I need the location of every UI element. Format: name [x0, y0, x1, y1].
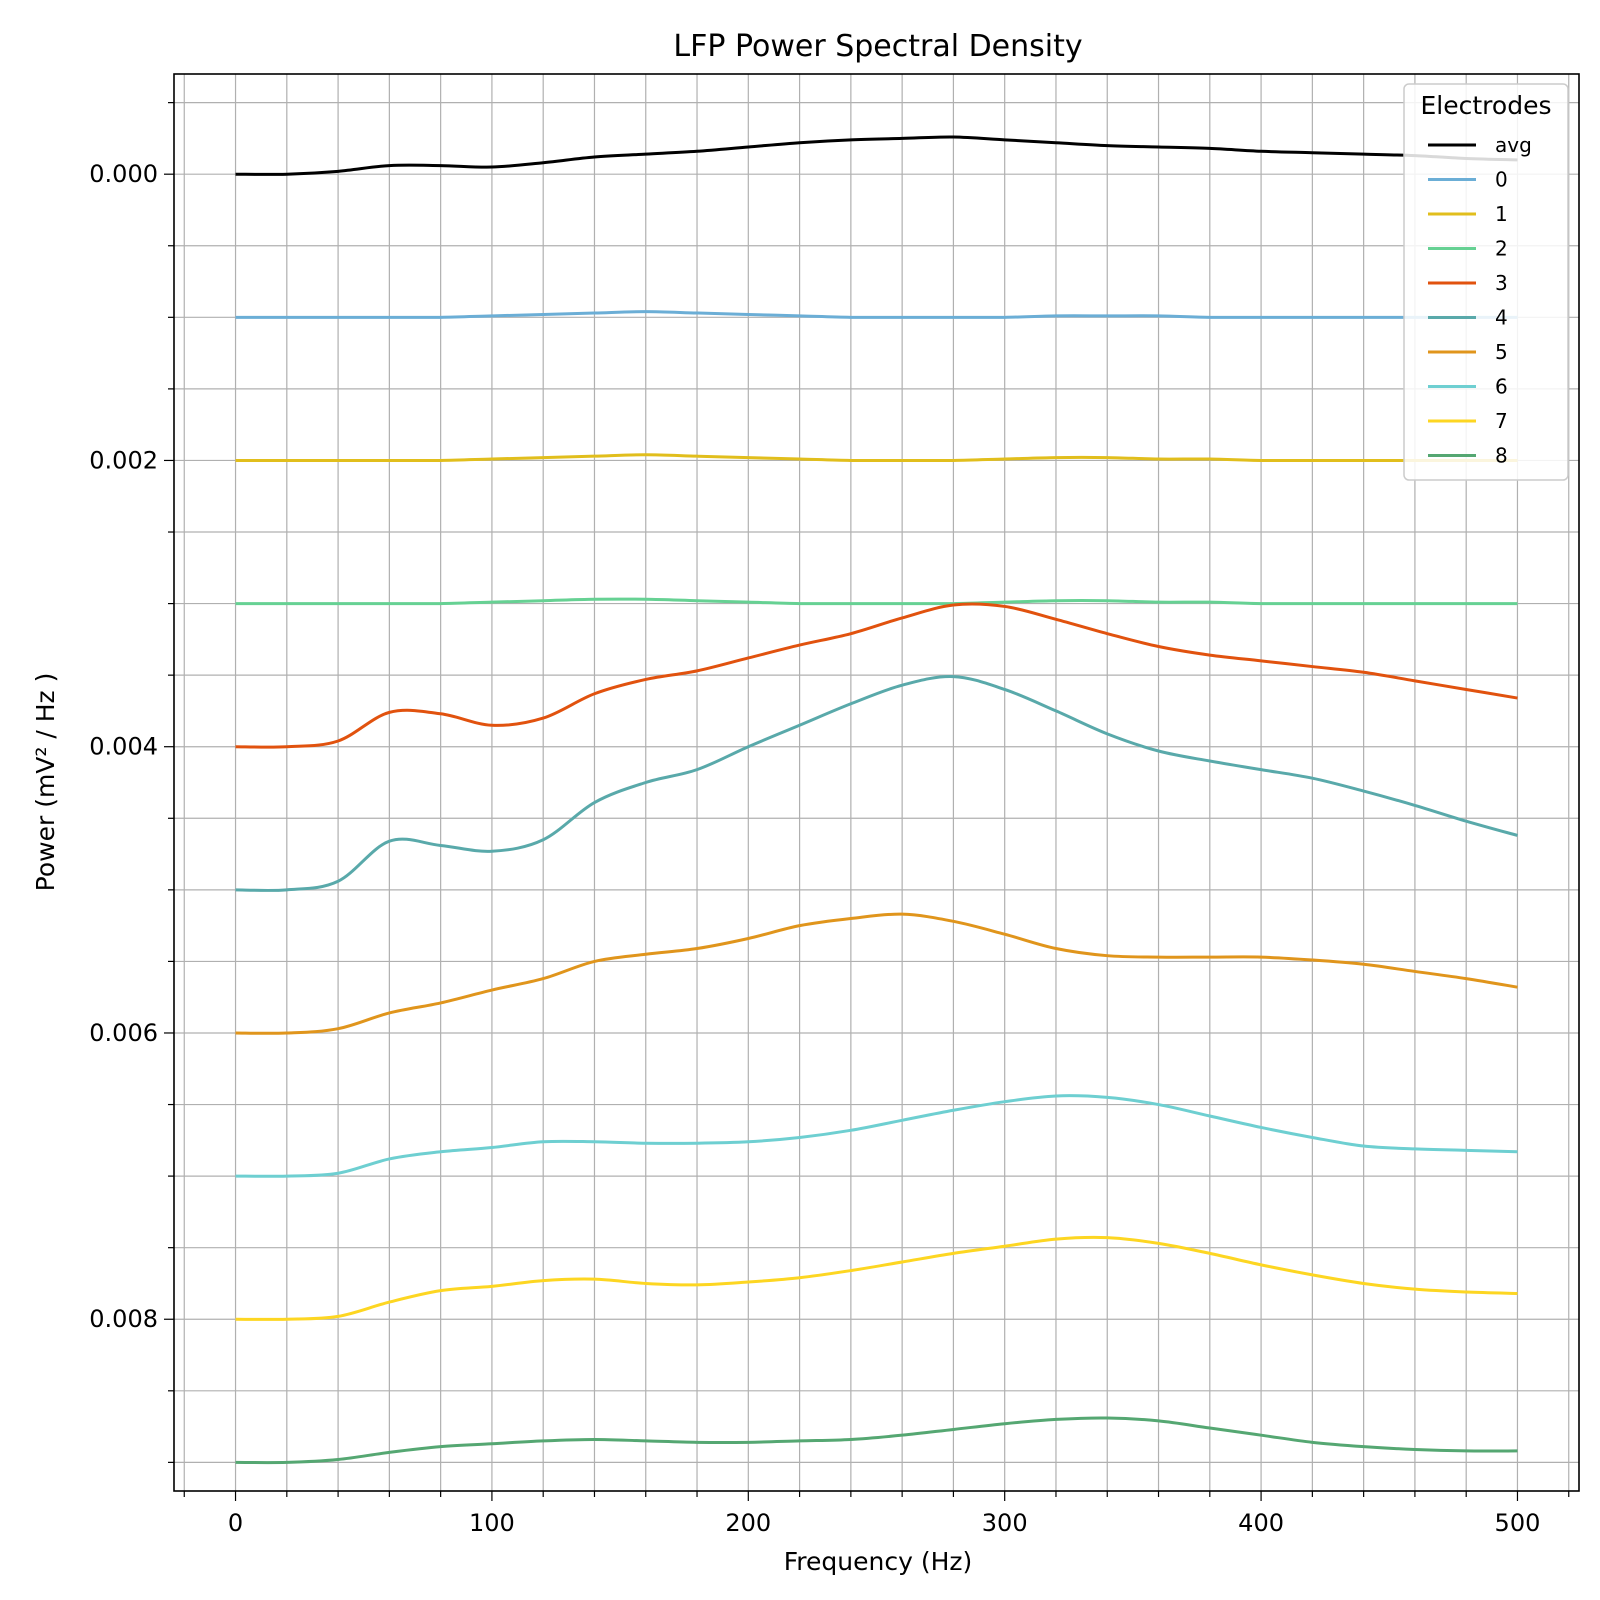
legend-label-3: 3: [1495, 271, 1508, 295]
y-tick-label: 0.008: [89, 1305, 158, 1333]
legend-label-1: 1: [1495, 202, 1508, 226]
x-tick-label: 200: [725, 1509, 771, 1537]
y-tick-label: 0.006: [89, 1019, 158, 1047]
series-line-4: [235, 675, 1518, 892]
series-line-avg: [235, 135, 1518, 176]
series-line-7: [235, 1235, 1518, 1321]
x-tick-label: 500: [1495, 1509, 1541, 1537]
legend-label-7: 7: [1495, 409, 1508, 433]
legend-label-8: 8: [1495, 444, 1508, 468]
y-tick-label: 0.002: [89, 446, 158, 474]
legend-label-avg: avg: [1495, 133, 1532, 157]
x-axis-label: Frequency (Hz): [784, 1547, 973, 1576]
legend-items: avg 0 1 2 3 4 5 6 7 8: [1428, 133, 1532, 468]
series-line-5: [235, 912, 1518, 1035]
y-tick-label: 0.000: [89, 160, 158, 188]
y-tick-label: 0.004: [89, 733, 158, 761]
legend-label-0: 0: [1495, 168, 1508, 192]
x-tick-label: 400: [1238, 1509, 1284, 1537]
y-axis-label: Power (mV² / Hz ): [31, 673, 60, 892]
grid: [174, 74, 1579, 1491]
series-lines: [235, 135, 1518, 1465]
plot-frame: [173, 73, 1580, 1492]
legend-label-6: 6: [1495, 375, 1508, 399]
series-line-3: [235, 602, 1518, 749]
legend-box: [1403, 83, 1569, 481]
x-tick-label: 100: [469, 1509, 515, 1537]
series-line-2: [235, 597, 1518, 606]
chart-title: LFP Power Spectral Density: [673, 29, 1082, 64]
series-line-8: [235, 1416, 1518, 1465]
series-line-1: [235, 453, 1518, 463]
legend-label-2: 2: [1495, 237, 1508, 261]
legend-title: Electrodes: [1421, 91, 1552, 120]
x-tick-label: 0: [228, 1509, 243, 1537]
legend-label-5: 5: [1495, 340, 1508, 364]
series-line-0: [235, 310, 1518, 319]
legend-label-4: 4: [1495, 306, 1508, 330]
series-line-6: [235, 1094, 1518, 1178]
x-tick-label: 300: [982, 1509, 1028, 1537]
axis-ticks: 0 100 200 300 400 500 0.000 0.002 0.004 0.006 0.00…: [89, 102, 1570, 1537]
legend: Electrodes avg 0 1 2 3 4 5 6 7 8: [1403, 83, 1569, 481]
